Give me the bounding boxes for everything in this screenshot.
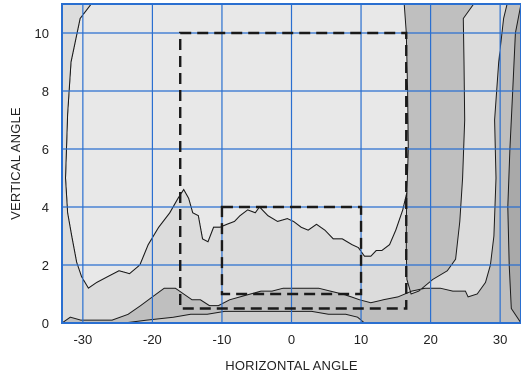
x-tick-label: 0 — [288, 332, 295, 347]
y-tick-label: 8 — [42, 84, 49, 99]
x-tick-label: -10 — [213, 332, 232, 347]
x-axis-label: HORIZONTAL ANGLE — [225, 358, 358, 373]
y-tick-label: 4 — [42, 200, 49, 215]
contour-region-low — [124, 311, 365, 323]
dashed-outer-box — [179, 31, 408, 310]
contour-line-low — [124, 310, 365, 323]
x-tick-label: 20 — [423, 332, 437, 347]
contour-region-middle — [62, 4, 508, 323]
y-tick-label: 2 — [42, 258, 49, 273]
y-tick-label: 0 — [42, 316, 49, 331]
x-tick-label: 30 — [493, 332, 507, 347]
contour-layer — [62, 4, 521, 323]
x-tick-label: -20 — [143, 332, 162, 347]
plot-frame — [61, 3, 521, 324]
y-tick-label: 6 — [42, 142, 49, 157]
x-tick-label: 10 — [354, 332, 368, 347]
dashed-inner-box — [220, 205, 363, 296]
y-tick-label: 10 — [35, 26, 49, 41]
x-tick-label: -30 — [73, 332, 92, 347]
y-axis-label: VERTICAL ANGLE — [8, 107, 23, 220]
